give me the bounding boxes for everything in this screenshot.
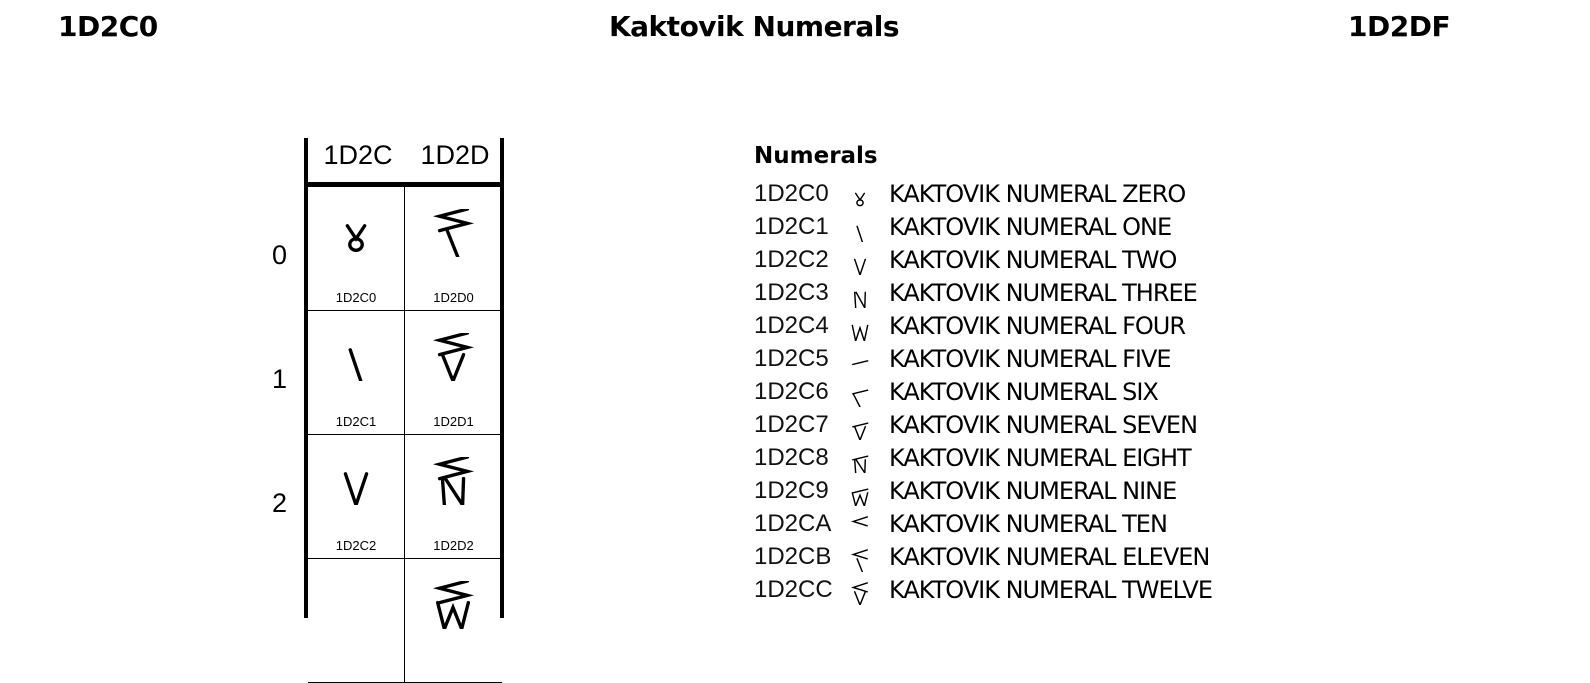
item-code: 1D2CB [754, 543, 832, 570]
item-name: KAKTOVIK NUMERAL SIX [889, 378, 1159, 406]
range-end: 1D2DF [1348, 10, 1451, 43]
list-item: 1D2C9 KAKTOVIK NUMERAL NINE [754, 477, 1454, 510]
range-start: 1D2C0 [58, 10, 158, 43]
code-chart-grid: 1D2C 1D2D 1D2C0 1D2D0 1D2C1 1D2D1 1D2C2 1D2D2 [304, 138, 504, 683]
item-code: 1D2C7 [754, 411, 829, 438]
item-code: 1D2C2 [754, 246, 829, 273]
column-header: 1D2D [420, 140, 490, 170]
item-name: KAKTOVIK NUMERAL THREE [889, 279, 1198, 307]
item-name: KAKTOVIK NUMERAL EIGHT [889, 444, 1192, 472]
code-cell: 1D2C2 [308, 435, 405, 559]
item-code: 1D2C9 [754, 477, 829, 504]
list-item: 1D2C6 KAKTOVIK NUMERAL SIX [754, 378, 1454, 411]
section-heading: Numerals [754, 143, 878, 169]
cell-code: 1D2D1 [433, 414, 474, 429]
item-name: KAKTOVIK NUMERAL SEVEN [889, 411, 1198, 439]
item-name: KAKTOVIK NUMERAL FOUR [889, 312, 1186, 340]
page-title: Kaktovik Numerals [608, 10, 900, 43]
code-cell: 1D2D0 [405, 187, 502, 311]
item-name: KAKTOVIK NUMERAL TWO [889, 246, 1177, 274]
list-item: 1D2C1 KAKTOVIK NUMERAL ONE [754, 213, 1454, 246]
list-item: 1D2CA KAKTOVIK NUMERAL TEN [754, 510, 1454, 543]
code-cell [405, 559, 502, 683]
item-name: KAKTOVIK NUMERAL ONE [889, 213, 1172, 241]
list-item: 1D2CC KAKTOVIK NUMERAL TWELVE [754, 576, 1454, 609]
list-item: 1D2C5 KAKTOVIK NUMERAL FIVE [754, 345, 1454, 378]
item-name: KAKTOVIK NUMERAL ZERO [889, 180, 1186, 208]
item-code: 1D2CA [754, 510, 832, 537]
code-cell: 1D2D2 [405, 435, 502, 559]
list-item: 1D2C8 KAKTOVIK NUMERAL EIGHT [754, 444, 1454, 477]
list-item: 1D2C3 KAKTOVIK NUMERAL THREE [754, 279, 1454, 312]
item-code: 1D2C0 [754, 180, 829, 207]
row-label: 2 [272, 488, 288, 518]
item-code: 1D2C5 [754, 345, 829, 372]
cell-code: 1D2D2 [433, 538, 474, 553]
cell-code: 1D2C1 [335, 414, 377, 429]
item-name: KAKTOVIK NUMERAL FIVE [889, 345, 1172, 373]
item-code: 1D2CC [754, 576, 833, 603]
list-item: 1D2C2 KAKTOVIK NUMERAL TWO [754, 246, 1454, 279]
item-name: KAKTOVIK NUMERAL ELEVEN [889, 543, 1210, 571]
column-header: 1D2C [323, 140, 393, 170]
item-code: 1D2C8 [754, 444, 829, 471]
item-code: 1D2C1 [754, 213, 829, 240]
item-name: KAKTOVIK NUMERAL TWELVE [889, 576, 1213, 604]
list-item: 1D2CB KAKTOVIK NUMERAL ELEVEN [754, 543, 1454, 576]
item-code: 1D2C3 [754, 279, 829, 306]
cell-code: 1D2D0 [433, 290, 474, 305]
item-code: 1D2C4 [754, 312, 829, 339]
item-code: 1D2C6 [754, 378, 829, 405]
row-label: 0 [272, 240, 288, 270]
code-cell: 1D2C0 [308, 187, 405, 311]
row-label: 1 [272, 364, 288, 394]
list-item: 1D2C4 KAKTOVIK NUMERAL FOUR [754, 312, 1454, 345]
item-name: KAKTOVIK NUMERAL NINE [889, 477, 1177, 505]
header-divider [308, 182, 500, 187]
item-name: KAKTOVIK NUMERAL TEN [889, 510, 1168, 538]
code-cell [308, 559, 405, 683]
cell-code: 1D2C0 [335, 290, 377, 305]
list-item: 1D2C7 KAKTOVIK NUMERAL SEVEN [754, 411, 1454, 444]
list-item: 1D2C0 KAKTOVIK NUMERAL ZERO [754, 180, 1454, 213]
code-cell: 1D2D1 [405, 311, 502, 435]
cell-code: 1D2C2 [335, 538, 377, 553]
code-cell: 1D2C1 [308, 311, 405, 435]
